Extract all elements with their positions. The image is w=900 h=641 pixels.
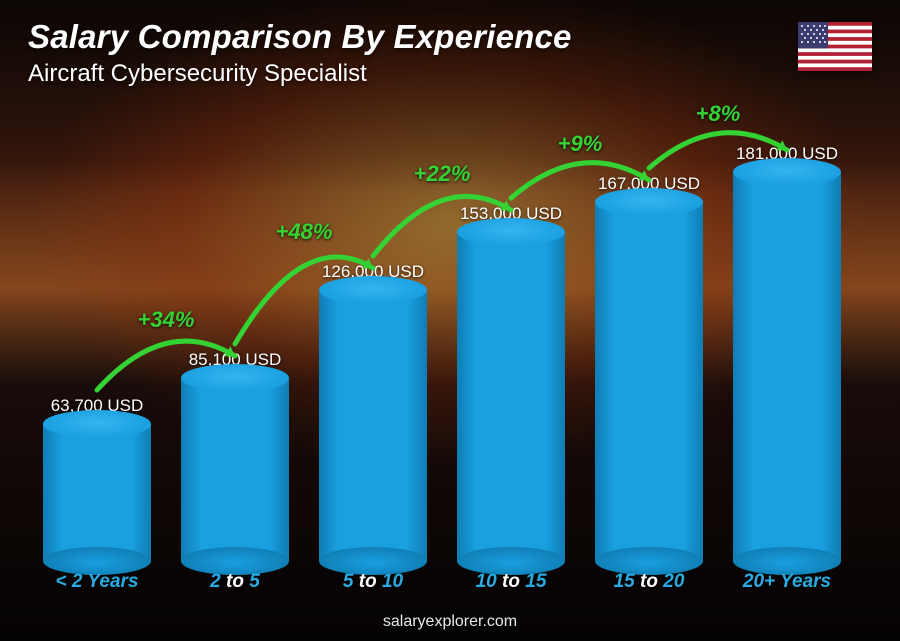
bar: < 2 Years [43, 424, 151, 561]
bar-slot: 181,000 USD20+ Years [733, 144, 841, 561]
bar-slot: 167,000 USD15 to 20 [595, 174, 703, 561]
chart-title: Salary Comparison By Experience [28, 18, 572, 56]
chart-area: 63,700 USD< 2 Years 85,100 USD2 to 5 126,0… [28, 93, 856, 593]
bar: 2 to 5 [181, 378, 289, 561]
bar-slot: 63,700 USD< 2 Years [43, 396, 151, 561]
infographic-stage: Salary Comparison By Experience Aircraft… [0, 0, 900, 641]
bar: 5 to 10 [319, 290, 427, 561]
x-axis-category-label: 2 to 5 [210, 571, 260, 593]
us-flag-icon [798, 22, 872, 71]
bar: 20+ Years [733, 172, 841, 561]
bar: 15 to 20 [595, 202, 703, 561]
title-block: Salary Comparison By Experience Aircraft… [28, 18, 572, 88]
growth-pct-label: +9% [558, 131, 603, 157]
bar-slot: 126,000 USD5 to 10 [319, 262, 427, 561]
source-attribution: salaryexplorer.com [0, 613, 900, 631]
x-axis-category-label: 20+ Years [743, 571, 831, 593]
growth-pct-label: +48% [276, 219, 333, 245]
bar-slot: 85,100 USD2 to 5 [181, 350, 289, 561]
chart-subtitle: Aircraft Cybersecurity Specialist [28, 60, 572, 88]
growth-pct-label: +34% [138, 307, 195, 333]
x-axis-category-label: 10 to 15 [476, 571, 547, 593]
x-axis-category-label: 15 to 20 [614, 571, 685, 593]
x-axis-category-label: 5 to 10 [343, 571, 403, 593]
bar-slot: 153,000 USD10 to 15 [457, 204, 565, 561]
growth-pct-label: +8% [696, 101, 741, 127]
x-axis-category-label: < 2 Years [56, 571, 139, 593]
bar: 10 to 15 [457, 232, 565, 561]
growth-pct-label: +22% [414, 161, 471, 187]
